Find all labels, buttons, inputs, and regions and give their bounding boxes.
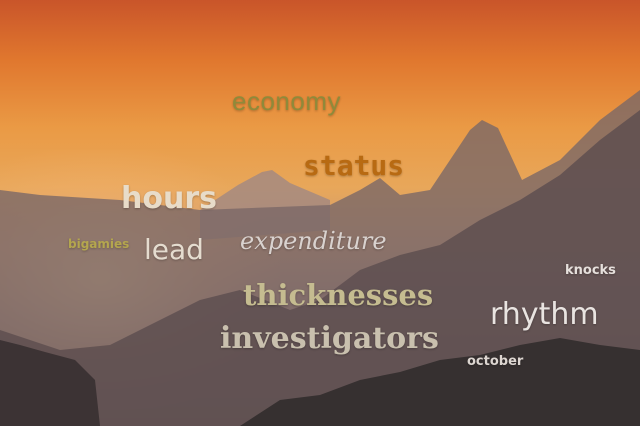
- word-status: status: [303, 149, 405, 182]
- word-knocks: knocks: [565, 263, 616, 278]
- near-ridge-left: [0, 340, 100, 426]
- word-investigators: investigators: [220, 321, 439, 356]
- word-october: october: [467, 354, 524, 369]
- word-rhythm: rhythm: [490, 297, 599, 332]
- word-economy: economy: [232, 86, 341, 116]
- word-hours: hours: [121, 181, 217, 216]
- word-bigamies: bigamies: [68, 237, 130, 251]
- near-forest-ridge: [240, 338, 640, 426]
- word-lead: lead: [144, 233, 204, 266]
- word-thicknesses: thicknesses: [243, 278, 434, 312]
- word-expenditure: expenditure: [240, 227, 387, 255]
- mid-ridge: [0, 110, 640, 426]
